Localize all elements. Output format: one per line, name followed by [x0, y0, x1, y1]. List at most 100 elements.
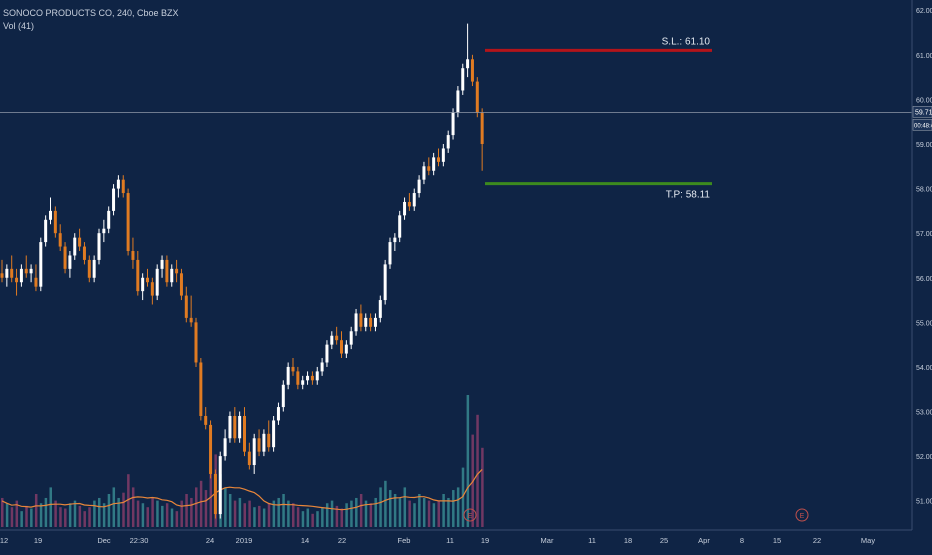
candle-body: [281, 384, 285, 408]
candle-body: [310, 375, 314, 381]
candle-body: [344, 344, 348, 354]
candle-body: [354, 313, 358, 332]
volume-bar: [64, 508, 67, 527]
volume-bar: [1, 497, 4, 527]
volume-bar: [393, 494, 397, 527]
volume-bar: [131, 487, 135, 527]
time-tick-label: 22:30: [130, 536, 149, 545]
candle-body: [417, 179, 421, 194]
take-profit-label: T.P: 58.11: [666, 190, 711, 201]
candle-body: [233, 415, 237, 439]
volume-bar: [175, 511, 179, 527]
candle-body: [470, 59, 474, 82]
candle-body: [291, 366, 295, 372]
time-tick-label: 19: [34, 536, 42, 545]
volume-bar: [253, 507, 256, 527]
symbol-title[interactable]: SONOCO PRODUCTS CO, 240, Cboe BZX: [3, 8, 179, 18]
candle-body: [146, 277, 149, 283]
candle-body: [262, 433, 266, 452]
volume-bar: [340, 508, 343, 527]
candle-body: [204, 415, 208, 425]
candle-body: [58, 233, 62, 247]
candle-body: [29, 268, 33, 274]
candle-body: [5, 268, 9, 278]
volume-bar: [267, 503, 271, 527]
volume-bar: [432, 503, 436, 527]
price-tick-label: 57.00: [916, 231, 932, 238]
volume-bar: [44, 497, 48, 527]
candle-body: [373, 317, 377, 327]
time-tick-label: May: [861, 536, 875, 545]
volume-bar: [112, 487, 116, 527]
candle-body: [131, 251, 135, 260]
candle-body: [189, 317, 193, 323]
candle-body: [112, 188, 116, 211]
volume-bar: [413, 503, 416, 527]
candle-body: [441, 148, 445, 162]
volume-bar: [248, 500, 251, 527]
time-tick-label: 15: [773, 536, 781, 545]
volume-bar: [141, 503, 145, 527]
volume-bar: [403, 487, 407, 527]
volume-bar: [345, 503, 348, 527]
volume-bar: [161, 505, 164, 527]
candle-body: [286, 366, 290, 385]
price-tick-label: 52.00: [916, 454, 932, 461]
volume-bar: [258, 505, 261, 527]
volume-bar: [374, 497, 377, 527]
price-tick-label: 51.00: [916, 499, 932, 506]
volume-indicator-label[interactable]: Vol (41): [3, 21, 35, 31]
candle-body: [243, 415, 246, 452]
volume-bar: [442, 494, 445, 527]
time-tick-label: 14: [301, 536, 309, 545]
candle-body: [427, 166, 431, 171]
volume-bar: [122, 492, 125, 527]
volume-bar: [39, 503, 43, 527]
candles: [0, 23, 484, 519]
candle-body: [49, 210, 52, 220]
candle-body: [121, 179, 125, 194]
candle-body: [325, 344, 329, 363]
levels: S.L.: 61.10 T.P: 58.11 E E: [0, 36, 912, 522]
candle-body: [393, 237, 397, 243]
time-tick-label: 22: [813, 536, 821, 545]
candle-body: [165, 259, 169, 283]
candle-body: [320, 362, 324, 372]
volume-bar: [262, 508, 266, 527]
volume-bar: [355, 497, 358, 527]
candle-body: [155, 268, 159, 296]
volume-bar: [461, 467, 465, 527]
volume-bar: [301, 511, 305, 527]
volume-bar: [369, 503, 373, 527]
candle-body: [388, 242, 392, 265]
volume-bar: [25, 505, 28, 527]
price-tick-label: 53.00: [916, 410, 932, 417]
candle-body: [340, 340, 343, 354]
volume-bar: [68, 503, 72, 527]
candle-body: [238, 415, 242, 439]
time-tick-label: Dec: [97, 536, 111, 545]
candle-body: [456, 90, 460, 113]
candle-body: [461, 68, 465, 91]
volume-bar: [437, 500, 440, 527]
candle-body: [209, 424, 213, 474]
candle-body: [175, 268, 179, 274]
volume-bar: [238, 497, 242, 527]
stop-loss-label: S.L.: 61.10: [662, 36, 711, 47]
candle-body: [92, 259, 96, 278]
candle-body: [44, 219, 48, 243]
volume-bar: [422, 497, 426, 527]
candle-body: [150, 282, 154, 296]
volume-bar: [30, 508, 33, 527]
candle-body: [272, 420, 276, 448]
volume-bar: [78, 505, 82, 527]
volume-bar: [165, 503, 169, 527]
candle-body: [398, 215, 402, 238]
candle-body: [63, 246, 67, 269]
candle-body: [78, 237, 82, 247]
volume-bar: [335, 505, 339, 527]
